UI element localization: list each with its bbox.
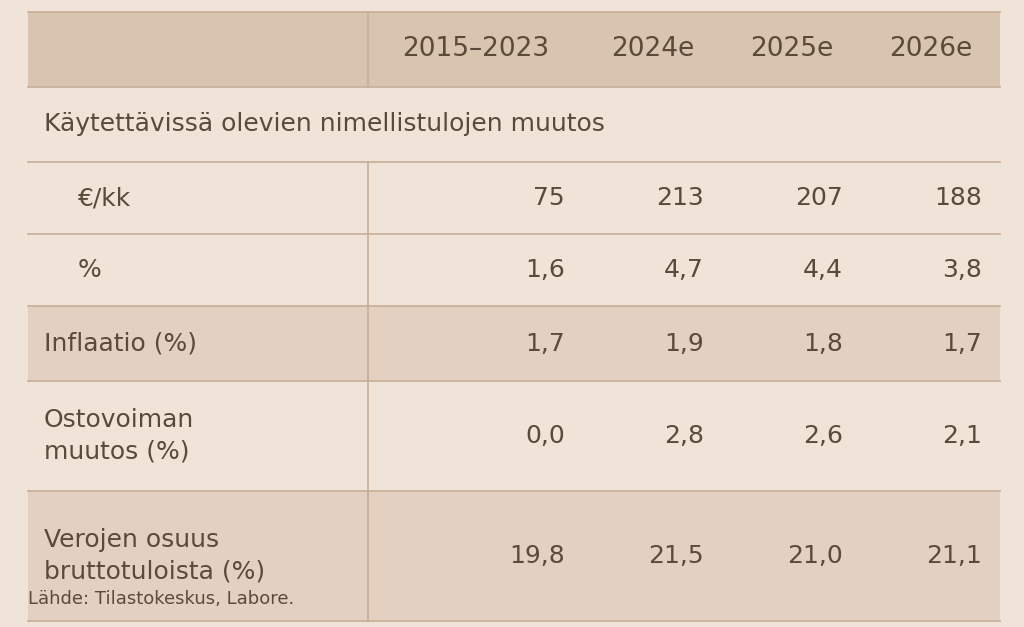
Text: 207: 207	[796, 186, 843, 210]
Text: 2025e: 2025e	[750, 36, 834, 63]
Bar	[28, 381, 1000, 491]
Text: 3,8: 3,8	[942, 258, 982, 282]
Text: 4,4: 4,4	[803, 258, 843, 282]
Text: 2024e: 2024e	[610, 36, 694, 63]
Text: 2026e: 2026e	[889, 36, 972, 63]
Text: Käytettävissä olevien nimellistulojen muutos: Käytettävissä olevien nimellistulojen mu…	[44, 112, 605, 137]
Text: 213: 213	[656, 186, 703, 210]
Text: €/kk: €/kk	[78, 186, 131, 210]
Text: 75: 75	[534, 186, 565, 210]
Text: Verojen osuus
bruttotuloista (%): Verojen osuus bruttotuloista (%)	[44, 528, 265, 584]
Text: 0,0: 0,0	[525, 424, 565, 448]
Bar	[28, 87, 1000, 162]
Text: 4,7: 4,7	[664, 258, 703, 282]
Text: 21,1: 21,1	[927, 544, 982, 568]
Bar	[28, 12, 1000, 87]
Text: 19,8: 19,8	[509, 544, 565, 568]
Text: 2,1: 2,1	[942, 424, 982, 448]
Text: 1,6: 1,6	[525, 258, 565, 282]
Text: Ostovoiman
muutos (%): Ostovoiman muutos (%)	[44, 408, 195, 464]
Text: Lähde: Tilastokeskus, Labore.: Lähde: Tilastokeskus, Labore.	[28, 590, 294, 608]
Text: Inflaatio (%): Inflaatio (%)	[44, 332, 197, 356]
Text: 1,7: 1,7	[942, 332, 982, 356]
Bar	[28, 162, 1000, 234]
Bar	[28, 306, 1000, 381]
Bar	[28, 234, 1000, 306]
Text: 188: 188	[934, 186, 982, 210]
Text: 2015–2023: 2015–2023	[401, 36, 549, 63]
Text: %: %	[78, 258, 101, 282]
Text: 1,9: 1,9	[665, 332, 703, 356]
Text: 2,8: 2,8	[664, 424, 703, 448]
Text: 1,8: 1,8	[803, 332, 843, 356]
Text: 21,5: 21,5	[648, 544, 703, 568]
Text: 1,7: 1,7	[525, 332, 565, 356]
Text: 2,6: 2,6	[803, 424, 843, 448]
Bar	[28, 491, 1000, 621]
Text: 21,0: 21,0	[787, 544, 843, 568]
